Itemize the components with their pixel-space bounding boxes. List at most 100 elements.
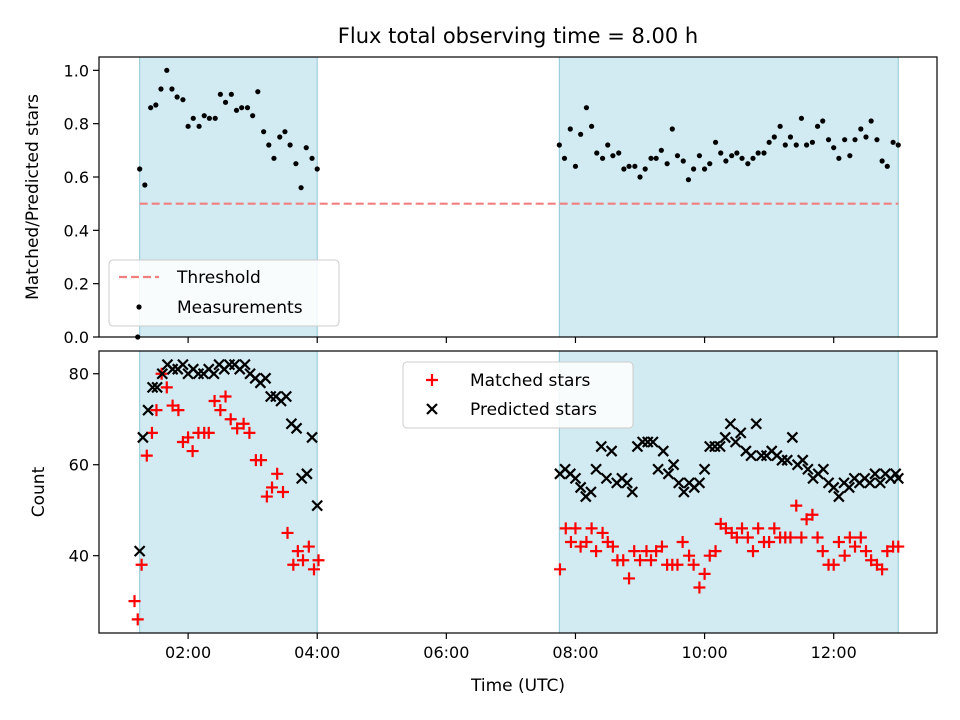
matched-point xyxy=(276,486,289,498)
measurement-point xyxy=(750,155,756,161)
matched-point xyxy=(811,531,824,544)
measurement-points xyxy=(135,67,901,340)
measurement-point xyxy=(605,142,611,148)
predicted-point xyxy=(652,463,664,476)
predicted-point xyxy=(569,472,582,485)
matched-point xyxy=(892,540,905,553)
matched-point xyxy=(214,404,227,417)
measurement-point xyxy=(664,161,670,167)
matched-point xyxy=(150,404,163,417)
matched-point xyxy=(224,413,237,426)
measurement-point xyxy=(642,166,648,172)
predicted-point xyxy=(259,372,272,385)
matched-point xyxy=(580,536,593,549)
measurement-point xyxy=(261,129,267,135)
measurement-point xyxy=(137,166,143,172)
measurement-point xyxy=(761,150,767,156)
measurement-point xyxy=(556,142,562,148)
matched-point xyxy=(237,417,250,430)
measurement-point xyxy=(879,158,885,164)
predicted-point xyxy=(647,436,659,448)
matched-point xyxy=(255,454,268,467)
matched-point xyxy=(202,426,215,439)
predicted-point xyxy=(574,481,587,494)
predicted-point xyxy=(874,477,886,489)
measurement-point xyxy=(250,113,256,119)
matched-point xyxy=(736,522,749,535)
ratio-y-label: Matched/Predicted stars xyxy=(23,94,43,300)
count-axes-frame xyxy=(98,350,938,634)
predicted-point xyxy=(621,477,633,489)
matched-point xyxy=(644,554,657,567)
predicted-point xyxy=(156,367,169,380)
predicted-point xyxy=(786,431,799,444)
matched-point xyxy=(838,549,851,562)
matched-point xyxy=(676,536,689,549)
measurement-point xyxy=(578,131,584,137)
y-tick-label: 0.2 xyxy=(64,275,89,294)
measurement-point xyxy=(685,177,692,183)
predicted-point xyxy=(864,477,876,489)
matched-point xyxy=(186,445,199,458)
matched-point xyxy=(569,522,582,535)
predicted-point xyxy=(719,431,732,444)
matched-point xyxy=(271,467,284,480)
predicted-point xyxy=(146,381,159,394)
measurement-point xyxy=(190,115,196,121)
y-tick-label: 1.0 xyxy=(64,61,89,80)
measurement-point xyxy=(847,153,853,159)
matched-point xyxy=(243,426,256,439)
measurement-point xyxy=(314,166,320,172)
measurement-point xyxy=(637,174,643,180)
predicted-point xyxy=(290,422,303,435)
predicted-point xyxy=(745,449,757,462)
matched-point xyxy=(655,540,668,553)
predicted-point xyxy=(600,472,613,485)
matched-point xyxy=(741,531,754,544)
measurement-point xyxy=(626,163,632,169)
ratio-legend: Threshold Measurements xyxy=(108,259,340,327)
measurement-point xyxy=(836,155,842,161)
measurement-point xyxy=(266,142,272,148)
y-tick-label: 60 xyxy=(69,456,89,475)
predicted-point xyxy=(151,381,163,394)
count-legend-box xyxy=(402,361,634,429)
count-panel: 40 60 80 02:00 04:00 06:00 08:00 10:00 12:00 Co… xyxy=(29,350,938,696)
matched-point xyxy=(843,531,856,544)
matched-point xyxy=(832,536,845,549)
predicted-legend-swatch xyxy=(426,403,438,415)
predicted-legend-label: Predicted stars xyxy=(470,400,597,420)
measurement-point xyxy=(277,134,283,140)
matched-legend-label: Matched stars xyxy=(470,371,590,391)
matched-point xyxy=(172,404,185,417)
matched-point xyxy=(623,572,636,585)
measurement-point xyxy=(858,126,864,132)
predicted-points xyxy=(133,358,905,557)
matched-point xyxy=(628,545,641,558)
matched-point xyxy=(687,558,700,571)
measurement-point xyxy=(255,89,261,95)
matched-point xyxy=(827,558,840,571)
measurement-point xyxy=(201,113,207,119)
matched-point xyxy=(747,545,760,558)
predicted-point xyxy=(208,367,220,380)
matched-point xyxy=(795,531,808,544)
measurement-point xyxy=(217,91,223,97)
measurement-point xyxy=(271,155,277,161)
measurement-point xyxy=(594,150,600,156)
x-tick-label: 10:00 xyxy=(682,643,728,662)
predicted-point xyxy=(750,417,763,430)
matched-point xyxy=(281,526,294,539)
count-y-ticks: 40 60 80 xyxy=(69,365,99,566)
matched-legend-swatch xyxy=(426,374,438,386)
matched-point xyxy=(816,545,829,558)
matched-point xyxy=(231,422,244,435)
matched-point xyxy=(709,545,722,558)
matched-point xyxy=(606,540,619,553)
measurement-point xyxy=(739,155,745,161)
measurement-point xyxy=(868,118,874,124)
measurement-point xyxy=(874,137,880,143)
y-tick-label: 0.8 xyxy=(64,115,89,134)
predicted-point xyxy=(714,440,726,453)
measurement-point xyxy=(233,107,240,113)
